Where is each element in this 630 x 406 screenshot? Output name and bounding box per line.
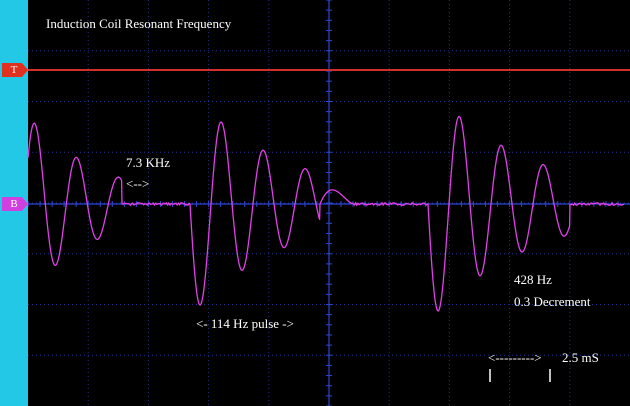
time-scale-ticks [0,0,630,406]
oscilloscope-display: T B Induction Coil Resonant Frequency 7.… [0,0,630,406]
